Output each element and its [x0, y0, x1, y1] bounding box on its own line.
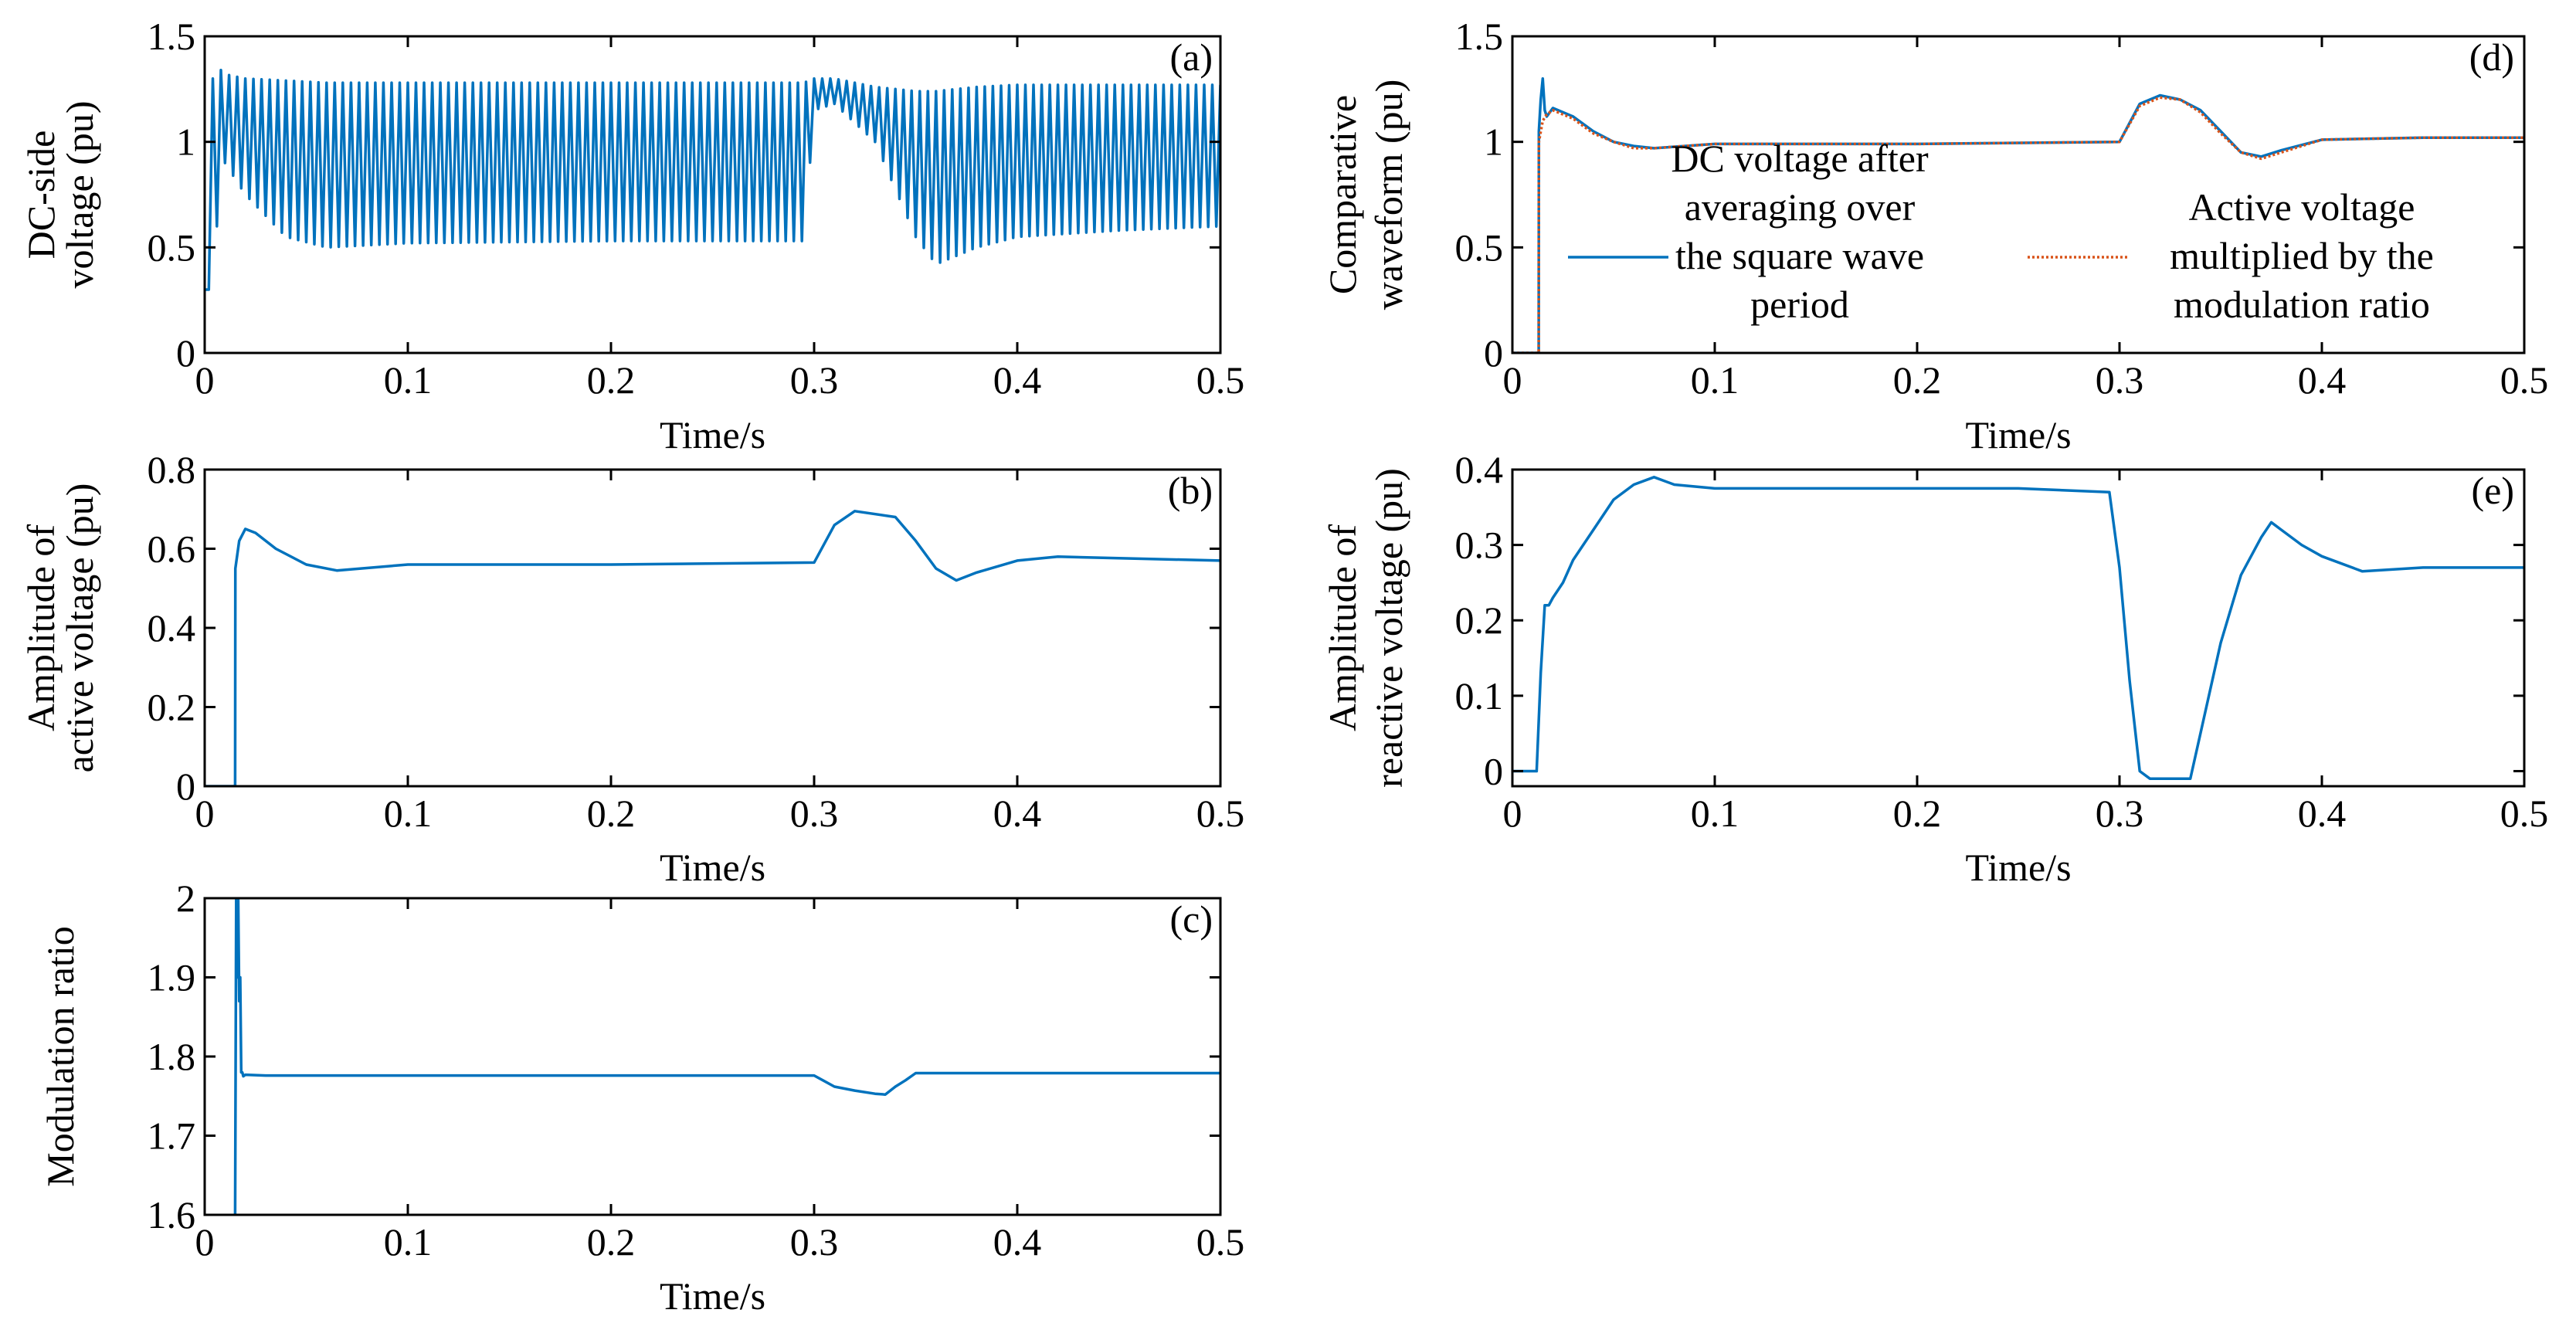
x-tick-label-d-4: 0.4	[2298, 358, 2347, 402]
panel-label-d: (d)	[2469, 36, 2514, 79]
x-tick-label-c-4: 0.4	[993, 1220, 1042, 1263]
y-tick-label-e-0: 0	[1484, 749, 1503, 792]
x-tick-label-a-0: 0	[195, 358, 215, 402]
x-axis-title-a: Time/s	[660, 413, 765, 456]
x-tick-label-d-0: 0	[1503, 358, 1522, 402]
y-axis-title-b-1: active voltage (pu)	[58, 483, 101, 773]
x-tick-label-e-5: 0.5	[2500, 792, 2549, 835]
x-axis-title-c: Time/s	[660, 1274, 765, 1318]
y-tick-label-b-2: 0.4	[148, 606, 196, 650]
y-axis-title-d-1: waveform (pu)	[1367, 80, 1410, 310]
y-tick-label-d-0: 0	[1484, 331, 1503, 375]
panel-label-a: (a)	[1170, 36, 1213, 79]
x-tick-label-b-3: 0.3	[790, 792, 839, 835]
chart-d: 0 0.1 0.2 0.3 0.4 0.5 0 0.5 1 1.5 Time/s Comparativ…	[1321, 15, 2548, 456]
y-tick-label-c-4: 2	[176, 877, 195, 920]
chart-c: 0 0.1 0.2 0.3 0.4 0.5 1.6 1.7 1.8 1.9 2 Time/s Modul…	[39, 877, 1244, 1318]
panel-label-e: (e)	[2472, 469, 2515, 512]
x-tick-label-c-1: 0.1	[384, 1220, 433, 1263]
y-axis-title-a-0: DC-side	[19, 131, 63, 259]
plot-frame-e	[1511, 468, 2526, 788]
x-tick-label-b-0: 0	[195, 792, 215, 835]
legend-text-0-2: the square wave	[1675, 234, 1924, 277]
series-line-d-1	[1512, 96, 2524, 353]
x-tick-label-b-2: 0.2	[587, 792, 636, 835]
y-tick-label-e-4: 0.4	[1455, 448, 1504, 491]
x-tick-label-e-2: 0.2	[1893, 792, 1942, 835]
x-axis-title-d: Time/s	[1965, 413, 2071, 456]
panel-label-c: (c)	[1170, 897, 1213, 941]
x-tick-label-c-5: 0.5	[1196, 1220, 1245, 1263]
x-tick-label-c-3: 0.3	[790, 1220, 839, 1263]
legend-text-1-2: modulation ratio	[2174, 283, 2430, 326]
x-tick-label-a-4: 0.4	[993, 358, 1042, 402]
x-tick-label-c-0: 0	[195, 1220, 215, 1263]
y-tick-label-e-2: 0.2	[1455, 599, 1504, 642]
legend-text-1-1: multiplied by the	[2170, 234, 2434, 277]
y-axis-title-b-0: Amplitude of	[19, 524, 63, 731]
y-tick-label-d-2: 1	[1484, 120, 1503, 164]
y-tick-label-b-3: 0.6	[148, 527, 196, 571]
x-axis-title-e: Time/s	[1965, 846, 2071, 889]
y-tick-label-c-1: 1.7	[148, 1114, 196, 1158]
series-line-a-0	[205, 68, 1220, 291]
y-tick-label-b-1: 0.2	[148, 686, 196, 729]
legend-text-0-1: averaging over	[1685, 185, 1916, 229]
series-line-e-0	[1512, 476, 2524, 780]
legend-text-0-0: DC voltage after	[1671, 137, 1929, 180]
x-tick-label-a-3: 0.3	[790, 358, 839, 402]
plot-frame-b	[203, 468, 1222, 788]
x-tick-label-a-1: 0.1	[384, 358, 433, 402]
x-tick-label-b-5: 0.5	[1196, 792, 1245, 835]
y-tick-label-a-2: 1	[176, 120, 195, 164]
x-tick-label-e-1: 0.1	[1691, 792, 1739, 835]
x-tick-label-d-2: 0.2	[1893, 358, 1942, 402]
y-axis-title-a-1: voltage (pu)	[58, 101, 101, 289]
y-axis-title-e-1: reactive voltage (pu)	[1367, 468, 1410, 788]
series-line-c-0	[233, 898, 1220, 1215]
y-axis-title-e-0: Amplitude of	[1321, 524, 1364, 731]
x-tick-label-d-1: 0.1	[1691, 358, 1739, 402]
y-tick-label-a-0: 0	[176, 331, 195, 375]
y-tick-label-c-3: 1.9	[148, 956, 196, 999]
x-tick-label-e-4: 0.4	[2298, 792, 2347, 835]
y-tick-label-c-0: 1.6	[148, 1193, 196, 1236]
panel-label-b: (b)	[1168, 469, 1213, 512]
y-axis-title-d-0: Comparative	[1321, 95, 1364, 294]
y-tick-label-d-1: 0.5	[1455, 226, 1504, 269]
x-tick-label-a-2: 0.2	[587, 358, 636, 402]
chart-b: 0 0.1 0.2 0.3 0.4 0.5 0 0.2 0.4 0.6 0.8 Time/s Ampli…	[19, 448, 1244, 889]
chart-e: 0 0.1 0.2 0.3 0.4 0.5 0 0.1 0.2 0.3 0.4 Time/s Ampli…	[1321, 448, 2548, 889]
y-tick-label-a-3: 1.5	[148, 15, 196, 58]
y-tick-label-a-1: 0.5	[148, 226, 196, 269]
y-tick-label-d-3: 1.5	[1455, 15, 1504, 58]
x-tick-label-b-1: 0.1	[384, 792, 433, 835]
legend-text-0-3: period	[1750, 283, 1849, 326]
y-axis-title-c-0: Modulation ratio	[39, 926, 82, 1186]
series-line-b-0	[205, 510, 1220, 786]
chart-a: 0 0.1 0.2 0.3 0.4 0.5 0 0.5 1 1.5 Time/s DC-sidevol…	[19, 15, 1244, 456]
x-tick-label-c-2: 0.2	[587, 1220, 636, 1263]
x-tick-label-b-4: 0.4	[993, 792, 1042, 835]
y-tick-label-b-0: 0	[176, 765, 195, 808]
y-tick-label-e-3: 0.3	[1455, 524, 1504, 567]
x-tick-label-d-3: 0.3	[2096, 358, 2144, 402]
x-tick-label-a-5: 0.5	[1196, 358, 1245, 402]
legend-text-1-0: Active voltage	[2189, 185, 2415, 229]
plot-frame-a	[203, 35, 1222, 354]
y-tick-label-c-2: 1.8	[148, 1035, 196, 1078]
x-tick-label-e-0: 0	[1503, 792, 1522, 835]
y-tick-label-e-1: 0.1	[1455, 674, 1504, 717]
x-axis-title-b: Time/s	[660, 846, 765, 889]
plot-frame-c	[203, 897, 1222, 1216]
y-tick-label-b-4: 0.8	[148, 448, 196, 491]
plot-frame-d	[1511, 35, 2526, 354]
x-tick-label-d-5: 0.5	[2500, 358, 2549, 402]
x-tick-label-e-3: 0.3	[2096, 792, 2144, 835]
